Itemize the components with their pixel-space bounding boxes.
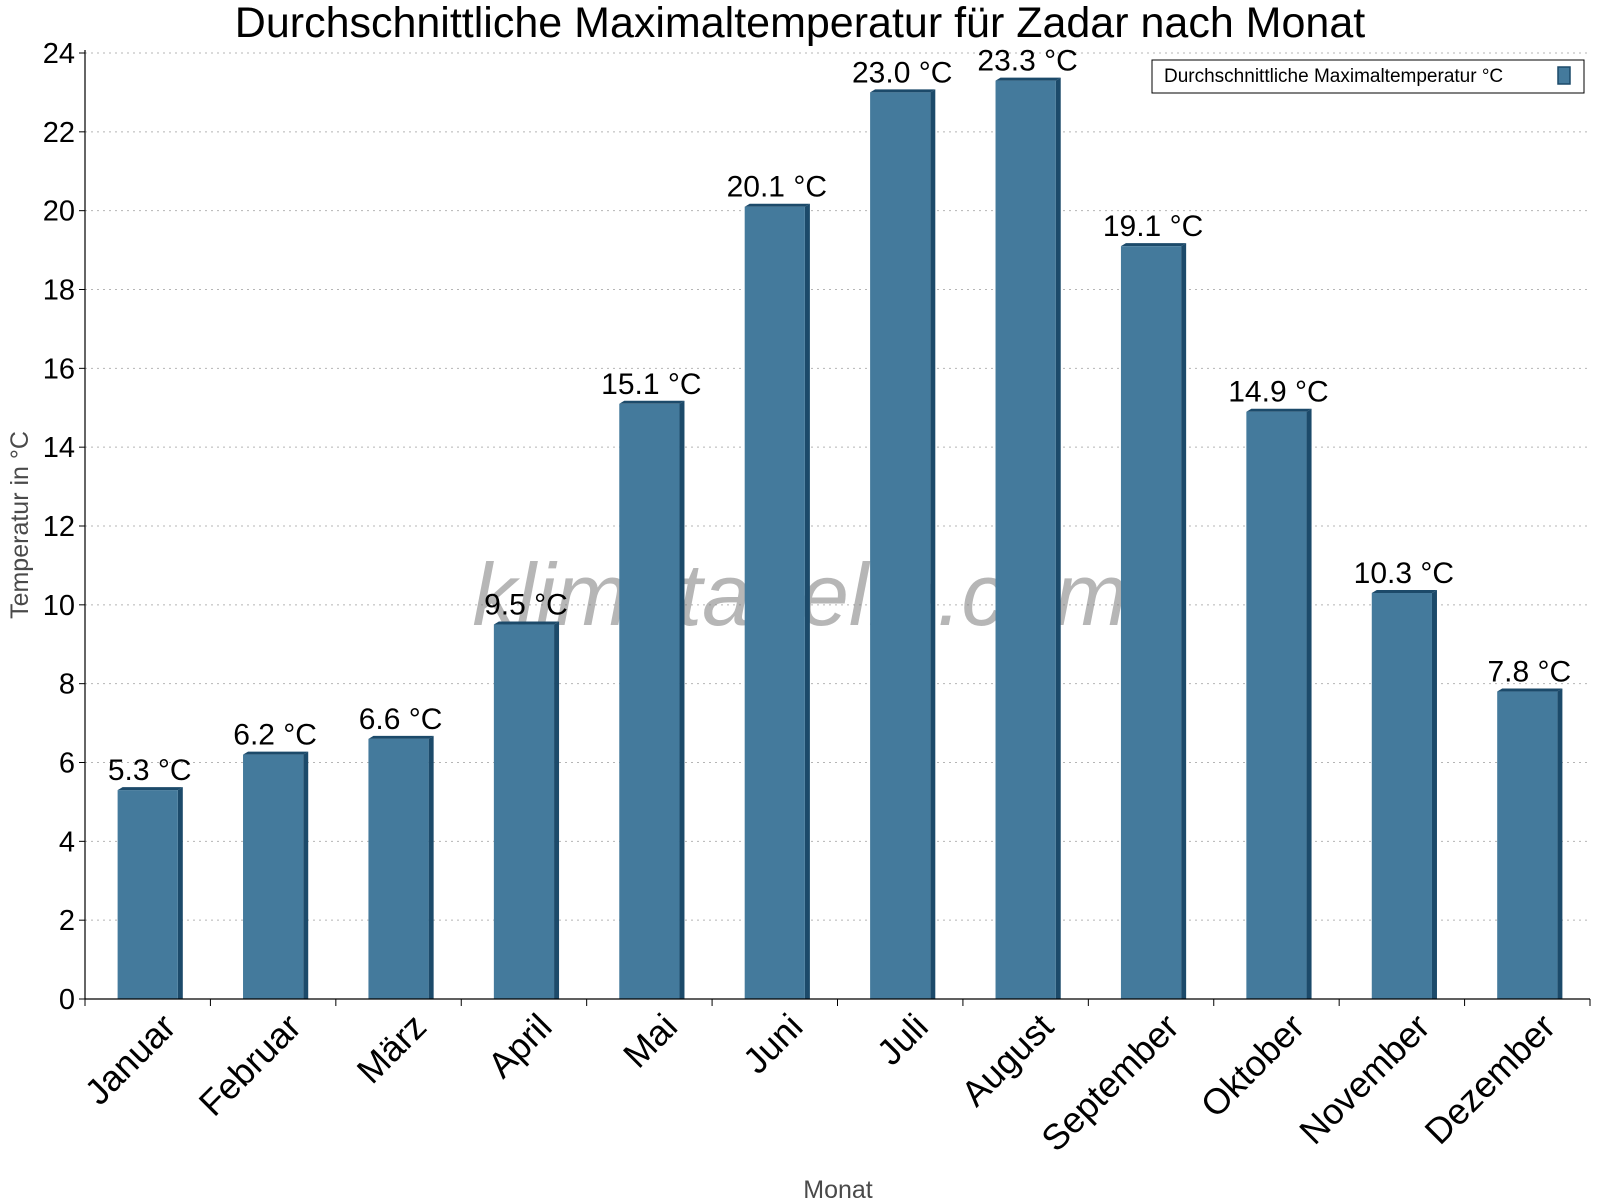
bar-front [1497,691,1558,999]
y-tick-label: 14 [43,432,75,464]
y-tick-label: 6 [59,748,75,780]
bar [619,400,685,999]
bar-top [619,400,685,404]
bar-side [1055,77,1061,999]
x-tick-label: Juni [735,1006,811,1082]
y-tick-label: 2 [59,905,75,937]
x-tick-label: Juli [869,1006,936,1073]
x-tick-label: Februar [191,1006,309,1124]
data-label: 9.5 °C [484,589,568,622]
bar-top [493,621,560,625]
bar [493,621,560,999]
x-tick-label: April [480,1006,560,1086]
data-label: 7.8 °C [1487,656,1571,689]
y-tick-label: 4 [59,826,75,858]
bar-front [243,754,304,999]
x-tick-label: Mai [615,1006,685,1076]
bar [1371,590,1437,999]
bar [1120,243,1187,999]
bar-front [117,790,178,999]
y-tick-label: 8 [59,669,75,701]
bar-top [1246,408,1312,412]
bar [744,203,810,1000]
bar-front [368,738,429,999]
y-tick-label: 20 [43,196,75,228]
bar-side [554,621,560,999]
data-label: 14.9 °C [1228,376,1328,409]
x-tick-label: Dezember [1417,1006,1563,1152]
bar-side [1181,243,1187,999]
x-axis-label: Monat [803,1176,873,1200]
bar-top [368,735,434,739]
bar-front [744,206,805,1000]
bar-top [1371,590,1437,594]
data-label: 5.3 °C [108,754,192,787]
bar-front [619,403,680,999]
bar [995,77,1061,999]
bar-side [303,751,309,999]
bar-front [1246,411,1307,1000]
y-axis-label: Temperatur in °C [6,431,34,619]
bar-side [804,203,810,1000]
bars [117,77,1563,1000]
y-tick-label: 24 [43,38,75,70]
bar [870,89,936,999]
bar-top [870,89,936,93]
data-label: 15.1 °C [601,368,701,401]
grid-lines [85,52,1590,921]
data-label: 6.2 °C [233,719,317,752]
data-label: 23.3 °C [977,45,1077,78]
bar [1497,688,1563,999]
x-tick-label: Oktober [1193,1006,1313,1126]
legend: Durchschnittliche Maximaltemperatur °C [1151,59,1585,94]
bar-top [1120,243,1187,247]
bar [117,787,183,999]
bar-top [117,787,183,791]
bar [368,735,434,999]
x-tick-label: November [1291,1006,1437,1152]
bar-top [243,751,309,755]
x-tick-label: August [953,1006,1061,1114]
bar-top [995,77,1061,81]
bar-front [995,80,1056,999]
data-labels: 5.3 °C 6.2 °C 6.6 °C 9.5 °C 15.1 °C 20.1 °C 23… [108,45,1571,788]
data-label: 19.1 °C [1103,210,1203,243]
data-label: 6.6 °C [359,703,443,736]
y-tick-label: 22 [43,117,75,149]
x-tick-label: März [349,1006,435,1092]
bar-front [1120,246,1182,999]
bar-side [1557,688,1563,999]
bar-front [493,624,555,999]
legend-swatch [1557,66,1571,85]
bar-front [870,92,931,999]
bar-front [1371,593,1432,999]
bar-side [1431,590,1437,999]
y-tick-label: 0 [59,984,75,1016]
bar-side [930,89,936,999]
bar-top [744,203,810,207]
bar-side [177,787,183,999]
bar-side [679,400,685,999]
y-tick-label: 12 [43,511,75,543]
x-tick-label: September [1033,1006,1187,1160]
y-tick-label: 10 [43,590,75,622]
legend-box [1151,59,1585,94]
bar [1246,408,1312,1000]
chart-title: Durchschnittliche Maximaltemperatur für … [235,0,1365,47]
bar-top [1497,688,1563,692]
x-tick-label: Januar [77,1006,184,1113]
data-label: 10.3 °C [1354,557,1454,590]
bar-side [1306,408,1312,1000]
legend-label: Durchschnittliche Maximaltemperatur °C [1164,66,1503,87]
bar [243,751,309,999]
data-label: 23.0 °C [852,56,952,89]
bar-side [428,735,434,999]
y-tick-label: 18 [43,275,75,307]
data-label: 20.1 °C [727,171,827,204]
y-tick-label: 16 [43,353,75,385]
